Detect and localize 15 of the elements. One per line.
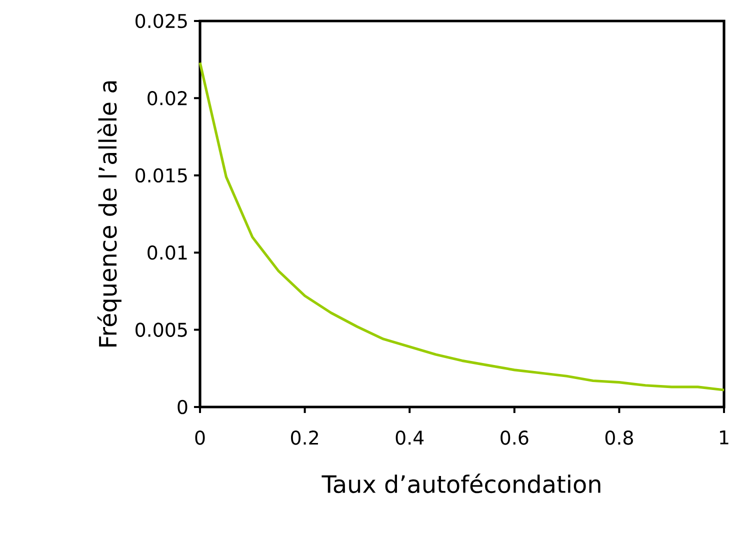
x-tick-label: 1: [720, 430, 728, 444]
line-series: [198, 61, 726, 392]
x-tick-label: 0: [195, 430, 205, 445]
y-tick-label: 0.005: [136, 322, 187, 337]
y-tick-label: 0.025: [136, 14, 187, 28]
x-axis-title: Taux d’autofécondation: [322, 474, 600, 494]
y-tick-label: 0.015: [136, 168, 187, 183]
x-tick-label: 0.2: [291, 430, 318, 445]
x-tick-label: 0.8: [605, 430, 633, 445]
y-tick-label: 0.01: [148, 245, 187, 260]
y-axis-title: Fréquence de l’allèle a: [97, 81, 122, 346]
x-tick-label: 0.4: [396, 430, 424, 445]
x-tick-label: 0.6: [500, 430, 528, 445]
y-tick-label: 0: [178, 400, 188, 414]
y-tick-label: 0.02: [148, 91, 187, 106]
